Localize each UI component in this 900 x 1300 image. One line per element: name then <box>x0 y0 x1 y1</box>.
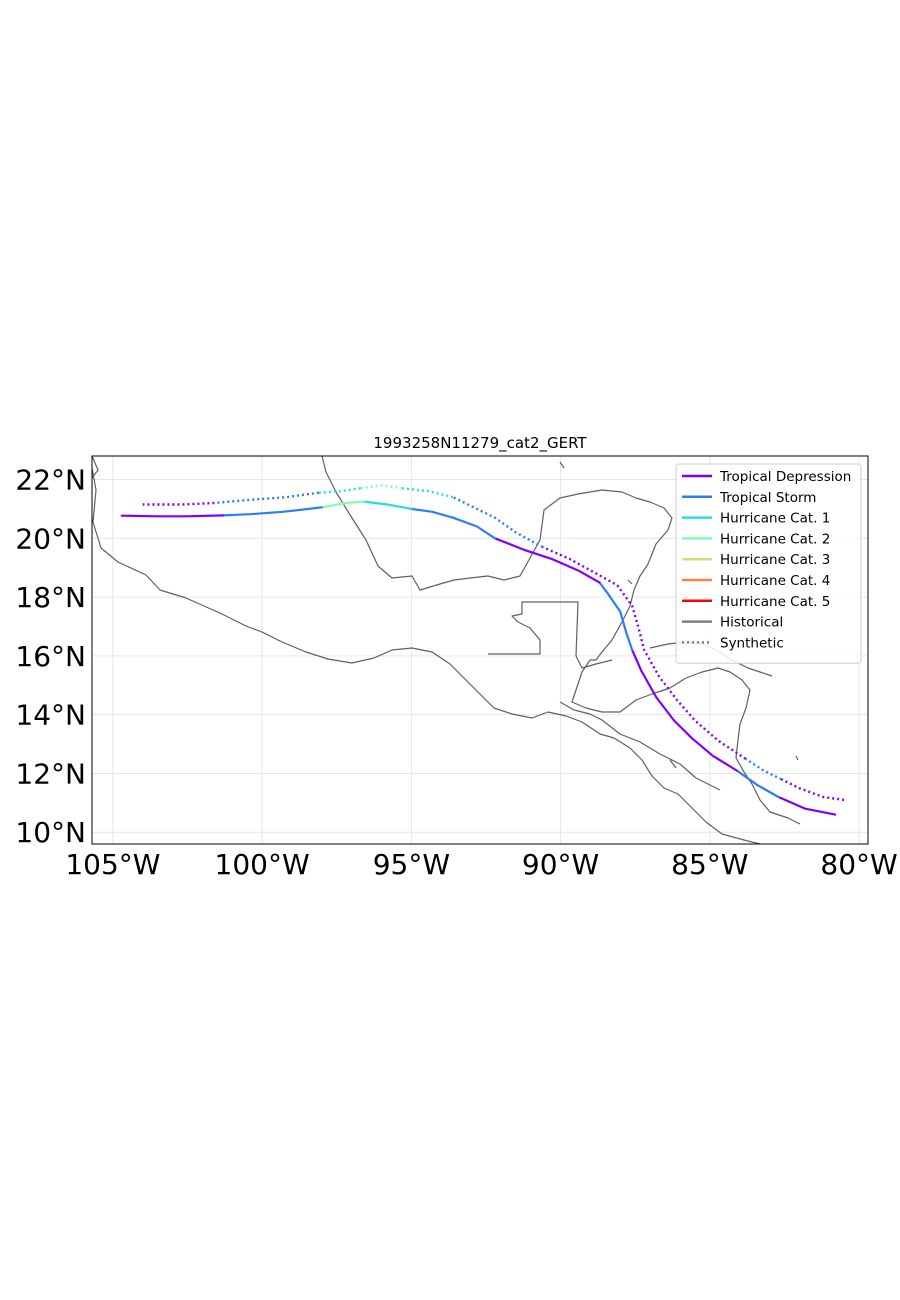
legend-entry: Tropical Depression <box>682 469 851 485</box>
y-tick-label: 14°N <box>15 699 86 732</box>
legend-entry: Hurricane Cat. 1 <box>682 511 830 527</box>
track-segment-historical-2 <box>631 648 738 772</box>
track-segment-synthetic-1 <box>744 757 782 781</box>
legend-entry: Hurricane Cat. 3 <box>682 552 830 568</box>
legend-label: Hurricane Cat. 2 <box>720 531 830 547</box>
legend-box <box>675 463 862 664</box>
legend-entry: Synthetic <box>682 635 784 651</box>
track-segment-synthetic-6 <box>318 487 361 494</box>
coastline-gulf-mexico <box>321 456 673 661</box>
x-tick-label: 80°W <box>820 848 897 881</box>
y-tick-label: 12°N <box>15 757 86 790</box>
y-tick-label: 20°N <box>15 522 86 555</box>
track-segment-historical-7 <box>320 500 365 509</box>
y-tick-label: 22°N <box>15 464 86 497</box>
legend-label: Historical <box>720 615 783 631</box>
legend: Tropical Depression Tropical Storm Hurrica… <box>675 463 862 664</box>
track-segment-synthetic-7 <box>214 491 319 505</box>
legend-label: Tropical Depression <box>719 469 851 485</box>
legend-label: Hurricane Cat. 5 <box>720 594 830 610</box>
track-segment-synthetic-8 <box>142 501 215 506</box>
x-tick-label: 85°W <box>671 848 748 881</box>
legend-label: Synthetic <box>720 635 784 651</box>
coastline-pacific-mexico <box>92 467 761 844</box>
legend-label: Hurricane Cat. 4 <box>720 573 830 589</box>
track-segment-synthetic-3 <box>452 496 544 549</box>
x-tick-label: 95°W <box>373 848 450 881</box>
x-tick-label: 105°W <box>65 848 160 881</box>
y-tick-label: 18°N <box>15 581 86 614</box>
coastline-caribbean-central <box>571 659 801 825</box>
y-tick-label: 10°N <box>15 816 86 849</box>
track-segment-historical-6 <box>362 500 413 510</box>
track-segment-synthetic-2 <box>542 546 747 760</box>
yucatan-islands <box>559 461 799 769</box>
map-title: 1993258N11279_cat2_GERT <box>373 434 587 453</box>
track-segment-historical-9 <box>120 514 225 518</box>
x-tick-label: 100°W <box>215 848 310 881</box>
legend-label: Hurricane Cat. 3 <box>720 552 830 568</box>
track-segment-historical-3 <box>598 581 634 652</box>
x-tick-label: 90°W <box>522 848 599 881</box>
track-historical <box>120 500 837 816</box>
track-segment-historical-1 <box>735 769 780 799</box>
border-guatemala-honduras <box>575 655 613 669</box>
legend-entry: Hurricane Cat. 4 <box>682 573 830 589</box>
track-segment-historical-0 <box>777 795 837 816</box>
legend-label: Tropical Storm <box>719 490 816 506</box>
legend-entry: Hurricane Cat. 2 <box>682 531 830 547</box>
track-synthetic <box>142 484 845 802</box>
legend-entry: Historical <box>682 615 783 631</box>
coastlines-and-borders <box>92 456 801 844</box>
track-segment-historical-8 <box>222 506 323 517</box>
coastline-baja-tip <box>92 456 99 479</box>
track-segment-historical-5 <box>410 507 496 540</box>
track-segment-synthetic-5 <box>360 484 403 490</box>
legend-entry: Tropical Storm <box>682 490 816 506</box>
legend-label: Hurricane Cat. 1 <box>720 511 830 527</box>
track-segment-historical-4 <box>493 537 601 584</box>
border-guatemala-mexico <box>488 601 579 657</box>
map-frame <box>91 455 869 845</box>
border-central-america <box>559 701 721 791</box>
x-axis-ticks: 105°W 100°W 95°W 90°W 85°W 80°W <box>65 848 897 881</box>
storm-tracks <box>120 484 845 816</box>
y-axis-ticks: 22°N 20°N 18°N 16°N 14°N 12°N 10°N <box>15 464 86 850</box>
track-segment-synthetic-0 <box>780 778 845 802</box>
legend-entry: Hurricane Cat. 5 <box>682 594 830 610</box>
y-tick-label: 16°N <box>15 640 86 673</box>
